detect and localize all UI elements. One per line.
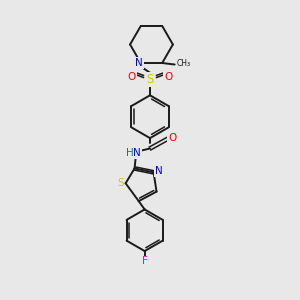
Text: N: N: [135, 58, 143, 68]
Text: CH₃: CH₃: [177, 59, 191, 68]
Text: N: N: [155, 166, 163, 176]
Text: S: S: [146, 73, 154, 86]
Text: H: H: [126, 148, 134, 158]
Text: S: S: [117, 178, 124, 188]
Text: N: N: [133, 148, 141, 158]
Text: O: O: [128, 72, 136, 82]
Text: O: O: [168, 133, 176, 143]
Text: F: F: [142, 256, 148, 266]
Text: O: O: [164, 72, 172, 82]
